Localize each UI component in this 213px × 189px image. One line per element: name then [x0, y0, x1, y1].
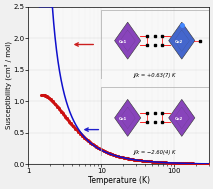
X-axis label: Temperature (K): Temperature (K) — [88, 176, 150, 185]
Y-axis label: Susceptibility (cm³ / mol): Susceptibility (cm³ / mol) — [4, 41, 12, 129]
